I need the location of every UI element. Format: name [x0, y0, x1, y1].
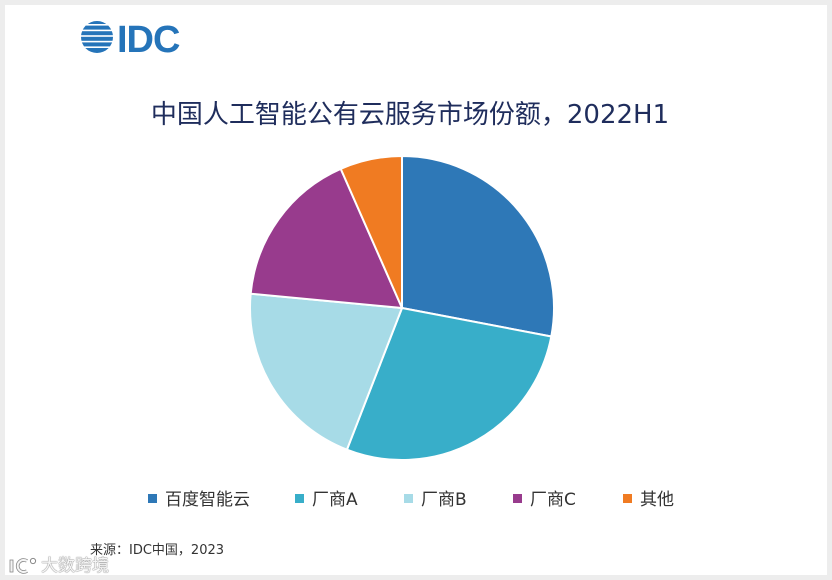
source-note: 来源：IDC中国，2023	[90, 543, 225, 558]
pie-slice-vendor-b	[249, 292, 403, 451]
pie-chart	[249, 155, 555, 461]
pie-slice-baidu-ai-cloud	[401, 155, 555, 338]
idc-globe-icon	[81, 21, 113, 53]
legend-item-others: 其他	[623, 490, 674, 510]
pie-slice-others	[339, 155, 403, 309]
idc-logo-text: IDC	[117, 19, 180, 55]
legend-swatch	[513, 493, 522, 503]
legend-label: 厂商A	[312, 490, 358, 510]
legend-label: 厂商B	[421, 490, 467, 510]
legend-item-vendor-c: 厂商C	[513, 490, 576, 510]
legend-swatch	[295, 493, 304, 503]
legend-swatch	[623, 493, 632, 503]
legend-swatch	[148, 493, 157, 503]
legend-item-vendor-b: 厂商B	[404, 490, 467, 510]
pie-slice-vendor-c	[249, 167, 403, 309]
legend-item-baidu-ai-cloud: 百度智能云	[148, 490, 250, 510]
legend-swatch	[404, 493, 413, 503]
legend-label: 厂商C	[530, 490, 576, 510]
watermark: 大数跨境	[8, 555, 109, 577]
chart-title: 中国人工智能公有云服务市场份额，2022H1	[150, 100, 670, 130]
watermark-text: 大数跨境	[41, 555, 109, 576]
legend-item-vendor-a: 厂商A	[295, 490, 358, 510]
idc-logo: IDC	[81, 19, 181, 55]
watermark-logo-icon	[9, 557, 37, 574]
pie-slice-vendor-a	[345, 307, 553, 461]
legend-label: 百度智能云	[165, 490, 250, 510]
legend-label: 其他	[640, 490, 674, 510]
